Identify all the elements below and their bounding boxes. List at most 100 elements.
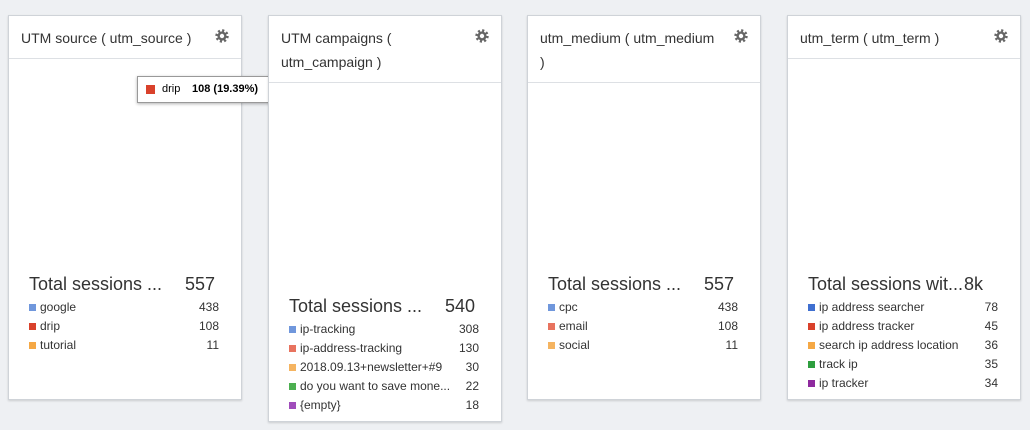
legend-name: tutorial <box>40 338 77 352</box>
donut-chart <box>528 61 760 261</box>
legend-name: ip address tracker <box>819 319 915 333</box>
tooltip-value: 108 (19.39%) <box>192 83 259 95</box>
widget-header: UTM source ( utm_source ) <box>9 16 241 59</box>
legend-item[interactable]: social 11 <box>548 338 738 357</box>
gear-body <box>736 31 746 41</box>
total-label: Total sessions ... <box>29 274 163 294</box>
legend: ip address searcher 78 ip address tracker 4… <box>808 300 998 395</box>
widget-title: utm_term ( utm_term ) <box>800 30 940 46</box>
legend-name: social <box>559 338 590 352</box>
legend-name: track ip <box>819 357 858 371</box>
legend-item[interactable]: ip-address-tracking 130 <box>289 341 479 360</box>
legend-name: email <box>559 319 588 333</box>
total-label: Total sessions wit... <box>808 274 964 294</box>
settings-icon[interactable] <box>475 29 489 43</box>
total-sessions: Total sessions ... 540 <box>289 296 475 317</box>
legend-swatch <box>289 402 296 409</box>
widget-header: utm_medium ( utm_medium ) <box>528 16 760 83</box>
legend-swatch <box>808 380 815 387</box>
gear-body <box>996 31 1006 41</box>
legend-item[interactable]: do you want to save mone... 22 <box>289 379 479 398</box>
widget-title: UTM source ( utm_source ) <box>21 30 192 46</box>
legend-value: 78 <box>984 300 998 314</box>
legend-value: 438 <box>198 300 219 314</box>
legend-item[interactable]: google 438 <box>29 300 219 319</box>
settings-icon[interactable] <box>734 29 748 43</box>
legend-value: 45 <box>984 319 998 333</box>
legend-swatch <box>289 383 296 390</box>
legend-value: 11 <box>725 338 738 352</box>
total-sessions: Total sessions ... 557 <box>29 274 215 295</box>
total-label: Total sessions ... <box>548 274 682 294</box>
legend-name: ip address searcher <box>819 300 925 314</box>
legend-value: 36 <box>984 338 998 352</box>
legend-value: 22 <box>465 379 479 393</box>
total-sessions: Total sessions ... 557 <box>548 274 734 295</box>
legend: cpc 438 email 108 social 11 <box>548 300 738 357</box>
widget: utm_medium ( utm_medium ) Total sessions … <box>527 15 761 400</box>
legend-swatch <box>29 304 36 311</box>
legend-value: 35 <box>984 357 998 371</box>
legend-item[interactable]: 2018.09.13+newsletter+#9 30 <box>289 360 479 379</box>
total-value: 540 <box>445 296 476 316</box>
settings-icon[interactable] <box>994 29 1008 43</box>
widget-title: UTM campaigns ( utm_campaign ) <box>281 30 392 70</box>
legend-name: drip <box>40 319 61 333</box>
legend-value: 18 <box>465 398 479 412</box>
legend-swatch <box>289 364 296 371</box>
legend-name: do you want to save mone... <box>300 379 451 393</box>
total-label: Total sessions ... <box>289 296 423 316</box>
widget-header: UTM campaigns ( utm_campaign ) <box>269 16 501 83</box>
legend-item[interactable]: tutorial 11 <box>29 338 219 357</box>
legend-item[interactable]: {empty} 18 <box>289 398 479 417</box>
legend-swatch <box>548 304 555 311</box>
tooltip-name: drip <box>162 83 181 95</box>
legend-value: 30 <box>465 360 479 374</box>
donut-chart <box>269 86 501 286</box>
gear-teeth <box>215 29 229 43</box>
legend-swatch <box>808 342 815 349</box>
gear-body <box>477 31 487 41</box>
donut-chart <box>788 61 1020 261</box>
legend-swatch <box>29 342 36 349</box>
legend-item[interactable]: drip 108 <box>29 319 219 338</box>
legend-item[interactable]: ip address searcher 78 <box>808 300 998 319</box>
total-value: 557 <box>704 274 735 294</box>
legend-name: cpc <box>559 300 578 314</box>
legend-item[interactable]: cpc 438 <box>548 300 738 319</box>
legend-name: google <box>40 300 77 314</box>
legend-item[interactable]: track ip 35 <box>808 357 998 376</box>
legend-swatch <box>548 342 555 349</box>
legend-item[interactable]: ip address tracker 45 <box>808 319 998 338</box>
legend-swatch <box>289 345 296 352</box>
legend-item[interactable]: ip-tracking 308 <box>289 322 479 341</box>
widget: utm_term ( utm_term ) Total sessions wit.… <box>787 15 1021 400</box>
legend-name: ip-address-tracking <box>300 341 403 355</box>
legend-name: search ip address location <box>819 338 959 352</box>
legend-name: 2018.09.13+newsletter+#9 <box>300 360 443 374</box>
legend-value: 308 <box>458 322 479 336</box>
legend-value: 108 <box>717 319 738 333</box>
legend-swatch <box>548 323 555 330</box>
legend-swatch <box>808 323 815 330</box>
legend-item[interactable]: ip tracker 34 <box>808 376 998 395</box>
legend-swatch <box>289 326 296 333</box>
widget-header: utm_term ( utm_term ) <box>788 16 1020 59</box>
tooltip: drip 108 (19.39%) <box>137 76 275 103</box>
total-value: 8k <box>964 274 984 294</box>
legend-swatch <box>29 323 36 330</box>
legend-name: {empty} <box>300 398 341 412</box>
legend-item[interactable]: email 108 <box>548 319 738 338</box>
legend-name: ip-tracking <box>300 322 356 336</box>
gear-body <box>217 31 227 41</box>
legend: google 438 drip 108 tutorial 11 <box>29 300 219 357</box>
widget: UTM source ( utm_source ) Total sessions … <box>8 15 242 400</box>
legend-value: 130 <box>458 341 479 355</box>
legend-name: ip tracker <box>819 376 869 390</box>
legend: ip-tracking 308 ip-address-tracking 130 2018… <box>289 322 479 417</box>
legend-item[interactable]: search ip address location 36 <box>808 338 998 357</box>
settings-icon[interactable] <box>215 29 229 43</box>
legend-swatch <box>808 361 815 368</box>
legend-value: 34 <box>984 376 998 390</box>
